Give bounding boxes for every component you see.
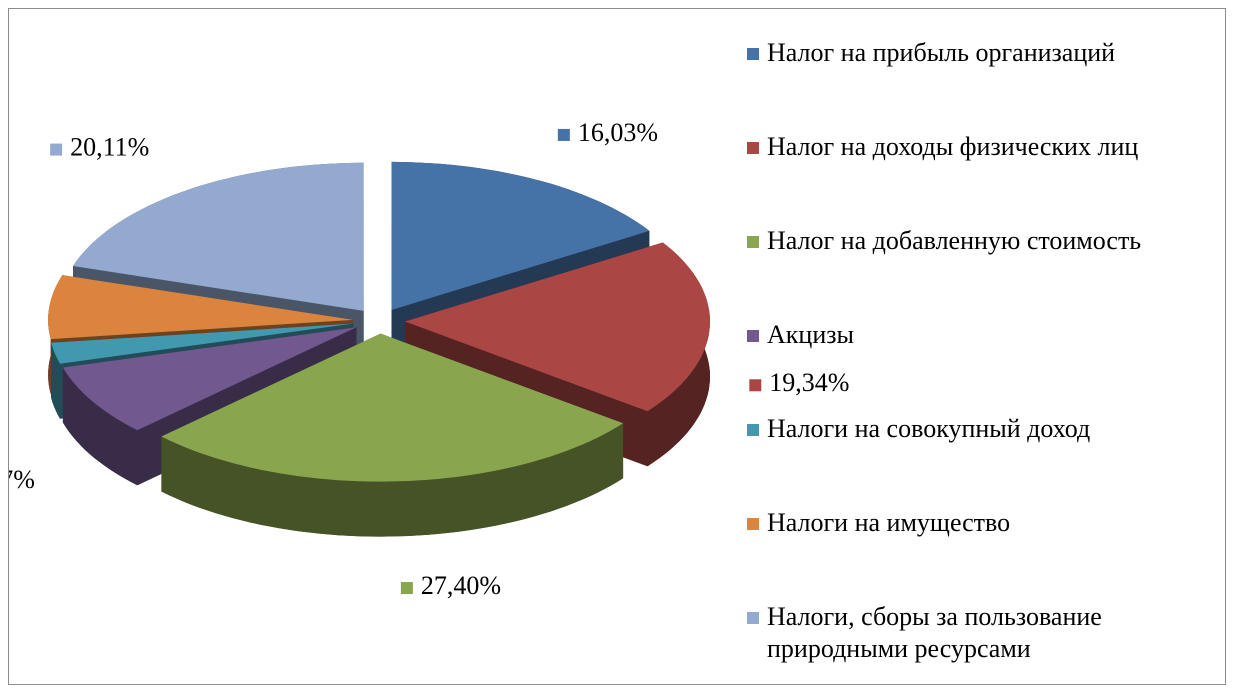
data-label: 16,03%: [578, 118, 658, 147]
legend-swatch: [747, 330, 759, 342]
legend-item: Налоги, сборы за пользование природными …: [747, 601, 1227, 695]
legend-item: Налог на добавленную стоимость: [747, 225, 1227, 319]
legend-label: Налог на добавленную стоимость: [767, 226, 1141, 255]
label-swatch: [50, 144, 62, 156]
data-label: 7,87%: [9, 465, 35, 494]
legend-swatch: [747, 518, 759, 530]
legend-swatch: [747, 142, 759, 154]
data-label: 20,11%: [70, 133, 149, 162]
label-swatch: [401, 582, 413, 594]
legend-label: Налоги, сборы за пользование природными …: [767, 602, 1102, 663]
data-label: 27,40%: [421, 571, 501, 600]
legend-item: Налоги на имущество: [747, 507, 1227, 601]
legend-swatch: [747, 424, 759, 436]
chart-frame: 16,03%20,11%6,97%19,34%2,3%7,87%27,40% Н…: [8, 8, 1226, 685]
legend-label: Налог на прибыль организаций: [767, 38, 1115, 67]
legend-swatch: [747, 48, 759, 60]
legend-item: Налоги на совокупный доход: [747, 413, 1227, 507]
legend: Налог на прибыль организаций Налог на дох…: [747, 37, 1227, 695]
legend-label: Налоги на имущество: [767, 508, 1010, 537]
label-swatch: [558, 129, 570, 141]
legend-item: Акцизы: [747, 319, 1227, 413]
legend-item: Налог на прибыль организаций: [747, 37, 1227, 131]
legend-item: Налог на доходы физических лиц: [747, 131, 1227, 225]
legend-label: Акцизы: [767, 320, 854, 349]
legend-swatch: [747, 236, 759, 248]
legend-label: Налог на доходы физических лиц: [767, 132, 1138, 161]
legend-label: Налоги на совокупный доход: [767, 414, 1090, 443]
legend-swatch: [747, 612, 759, 624]
